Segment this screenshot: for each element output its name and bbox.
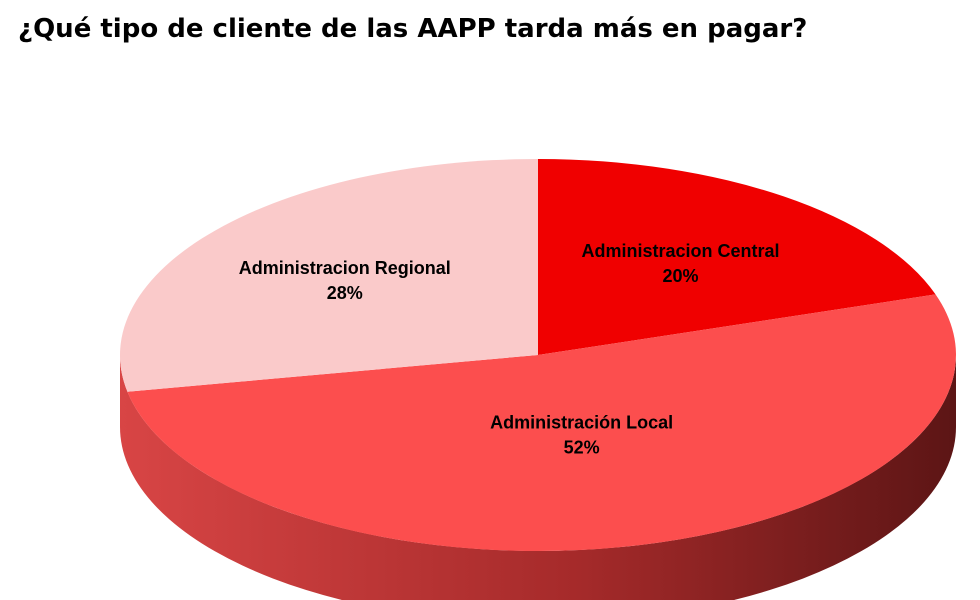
pie-slice-administracion-regional	[119, 159, 539, 392]
slice-label-administracion-regional: Administracion Regional	[239, 258, 451, 278]
slice-percent-administracion-central: 20%	[662, 266, 698, 286]
pie-labels: Administracion Central 20% Administración …	[239, 241, 780, 458]
pie-side-wall-shape	[120, 355, 956, 600]
slide-title: ¿Qué tipo de cliente de las AAPP tarda m…	[18, 14, 808, 44]
slice-percent-administracion-regional: 28%	[327, 283, 363, 303]
pie-slice-administracion-local	[127, 294, 957, 552]
slice-percent-administracion-local: 52%	[564, 438, 600, 458]
pie-slice-administracion-central	[538, 159, 936, 355]
pie-side-wall	[120, 355, 956, 600]
pie-top-face	[119, 159, 957, 552]
slice-label-administracion-central: Administracion Central	[581, 241, 779, 261]
slice-label-administracion-local: Administración Local	[490, 413, 673, 433]
